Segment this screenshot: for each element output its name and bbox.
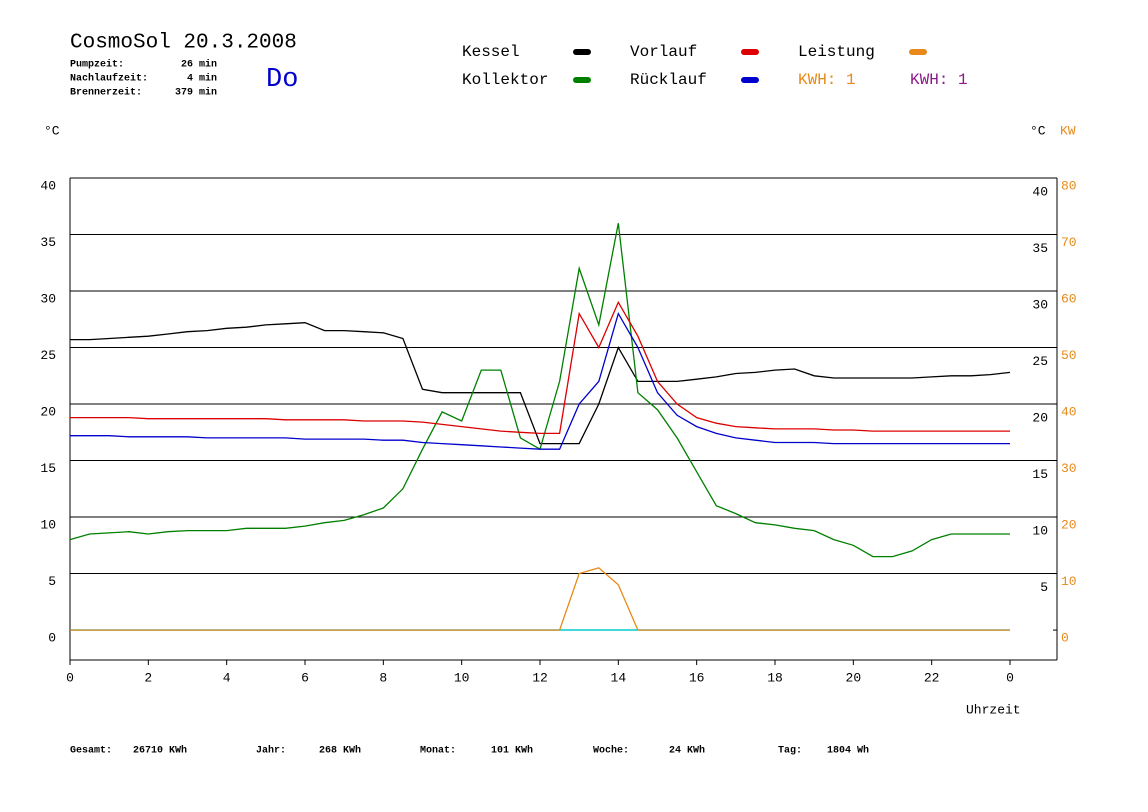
x-tick-label: 0 (66, 670, 74, 685)
y-tick-label: 20 (40, 404, 56, 419)
x-tick-label: 2 (144, 670, 152, 685)
y2-tick-label: 80 (1061, 178, 1077, 193)
x-tick-label: 20 (846, 670, 862, 685)
stat-value: 1804 Wh (827, 745, 869, 757)
chart-title: CosmoSol 20.3.2008 (70, 32, 297, 55)
x-tick-label: 18 (767, 670, 783, 685)
info-label: Brennerzeit: (70, 87, 142, 99)
x-tick-label: 4 (223, 670, 231, 685)
y-right-tick-label: 15 (1032, 467, 1048, 482)
y2-tick-label: 70 (1061, 235, 1077, 250)
stat-value: 26710 KWh (133, 745, 187, 757)
x-tick-label: 16 (689, 670, 705, 685)
y2-tick-label: 50 (1061, 348, 1077, 363)
series-line (70, 300, 1010, 435)
info-value: 379 min (175, 87, 217, 99)
x-tick-label: 22 (924, 670, 940, 685)
x-tick-label: 0 (1006, 670, 1014, 685)
series-line (70, 311, 1010, 450)
x-tick-label: 12 (532, 670, 548, 685)
legend-label: Vorlauf (630, 43, 697, 61)
info-label: Nachlaufzeit: (70, 73, 148, 85)
y2-label: KW (1060, 123, 1076, 138)
x-tick-label: 10 (454, 670, 470, 685)
y-tick-label: 5 (48, 574, 56, 589)
y-right-tick-label: 10 (1032, 523, 1048, 538)
y-right-tick-label: 20 (1032, 410, 1048, 425)
info-label: Pumpzeit: (70, 59, 124, 71)
y2-tick-label: 60 (1061, 291, 1077, 306)
y2-tick-label: 30 (1061, 461, 1077, 476)
y2-tick-label: 40 (1061, 404, 1077, 419)
stat-value: 101 KWh (491, 745, 533, 757)
x-tick-label: 8 (379, 670, 387, 685)
legend-label: Kessel (462, 43, 520, 61)
y2-tick-label: 0 (1061, 630, 1069, 645)
legend-note: KWH: 1 (910, 71, 968, 89)
y-right-label: °C (1030, 123, 1046, 138)
stat-label: Monat: (420, 746, 456, 757)
y-right-tick-label: 5 (1040, 580, 1048, 595)
legend-label: Kollektor (462, 71, 548, 89)
x-tick-label: 6 (301, 670, 309, 685)
y2-tick-label: 10 (1061, 574, 1077, 589)
y-tick-label: 10 (40, 517, 56, 532)
series-line (70, 567, 1010, 631)
legend-label: Leistung (798, 43, 875, 61)
series-line (70, 322, 1011, 445)
y-tick-label: 40 (40, 178, 56, 193)
y2-tick-label: 20 (1061, 517, 1077, 532)
y-tick-label: 35 (40, 235, 56, 250)
stat-label: Gesamt: (70, 746, 112, 757)
y-right-tick-label: 40 (1032, 184, 1048, 199)
legend-note: KWH: 1 (798, 71, 856, 89)
y-label: °C (44, 123, 60, 138)
stat-value: 268 KWh (319, 745, 361, 757)
stat-value: 24 KWh (669, 745, 705, 757)
y-tick-label: 30 (40, 291, 56, 306)
info-value: 4 min (187, 73, 217, 85)
stat-label: Tag: (778, 746, 802, 757)
stat-label: Jahr: (256, 745, 286, 757)
legend-label: Rücklauf (630, 71, 707, 89)
day: Do (266, 65, 298, 95)
y-tick-label: 0 (48, 630, 56, 645)
y-right-tick-label: 30 (1032, 297, 1048, 312)
y-right-tick-label: 25 (1032, 354, 1048, 369)
x-tick-label: 14 (611, 670, 627, 685)
stat-label: Woche: (593, 745, 629, 757)
y-right-tick-label: 35 (1032, 241, 1048, 256)
y-tick-label: 15 (40, 461, 56, 476)
x-label: Uhrzeit (966, 702, 1021, 717)
series-line (69, 223, 1010, 558)
y-tick-label: 25 (40, 348, 56, 363)
info-value: 26 min (181, 59, 217, 71)
